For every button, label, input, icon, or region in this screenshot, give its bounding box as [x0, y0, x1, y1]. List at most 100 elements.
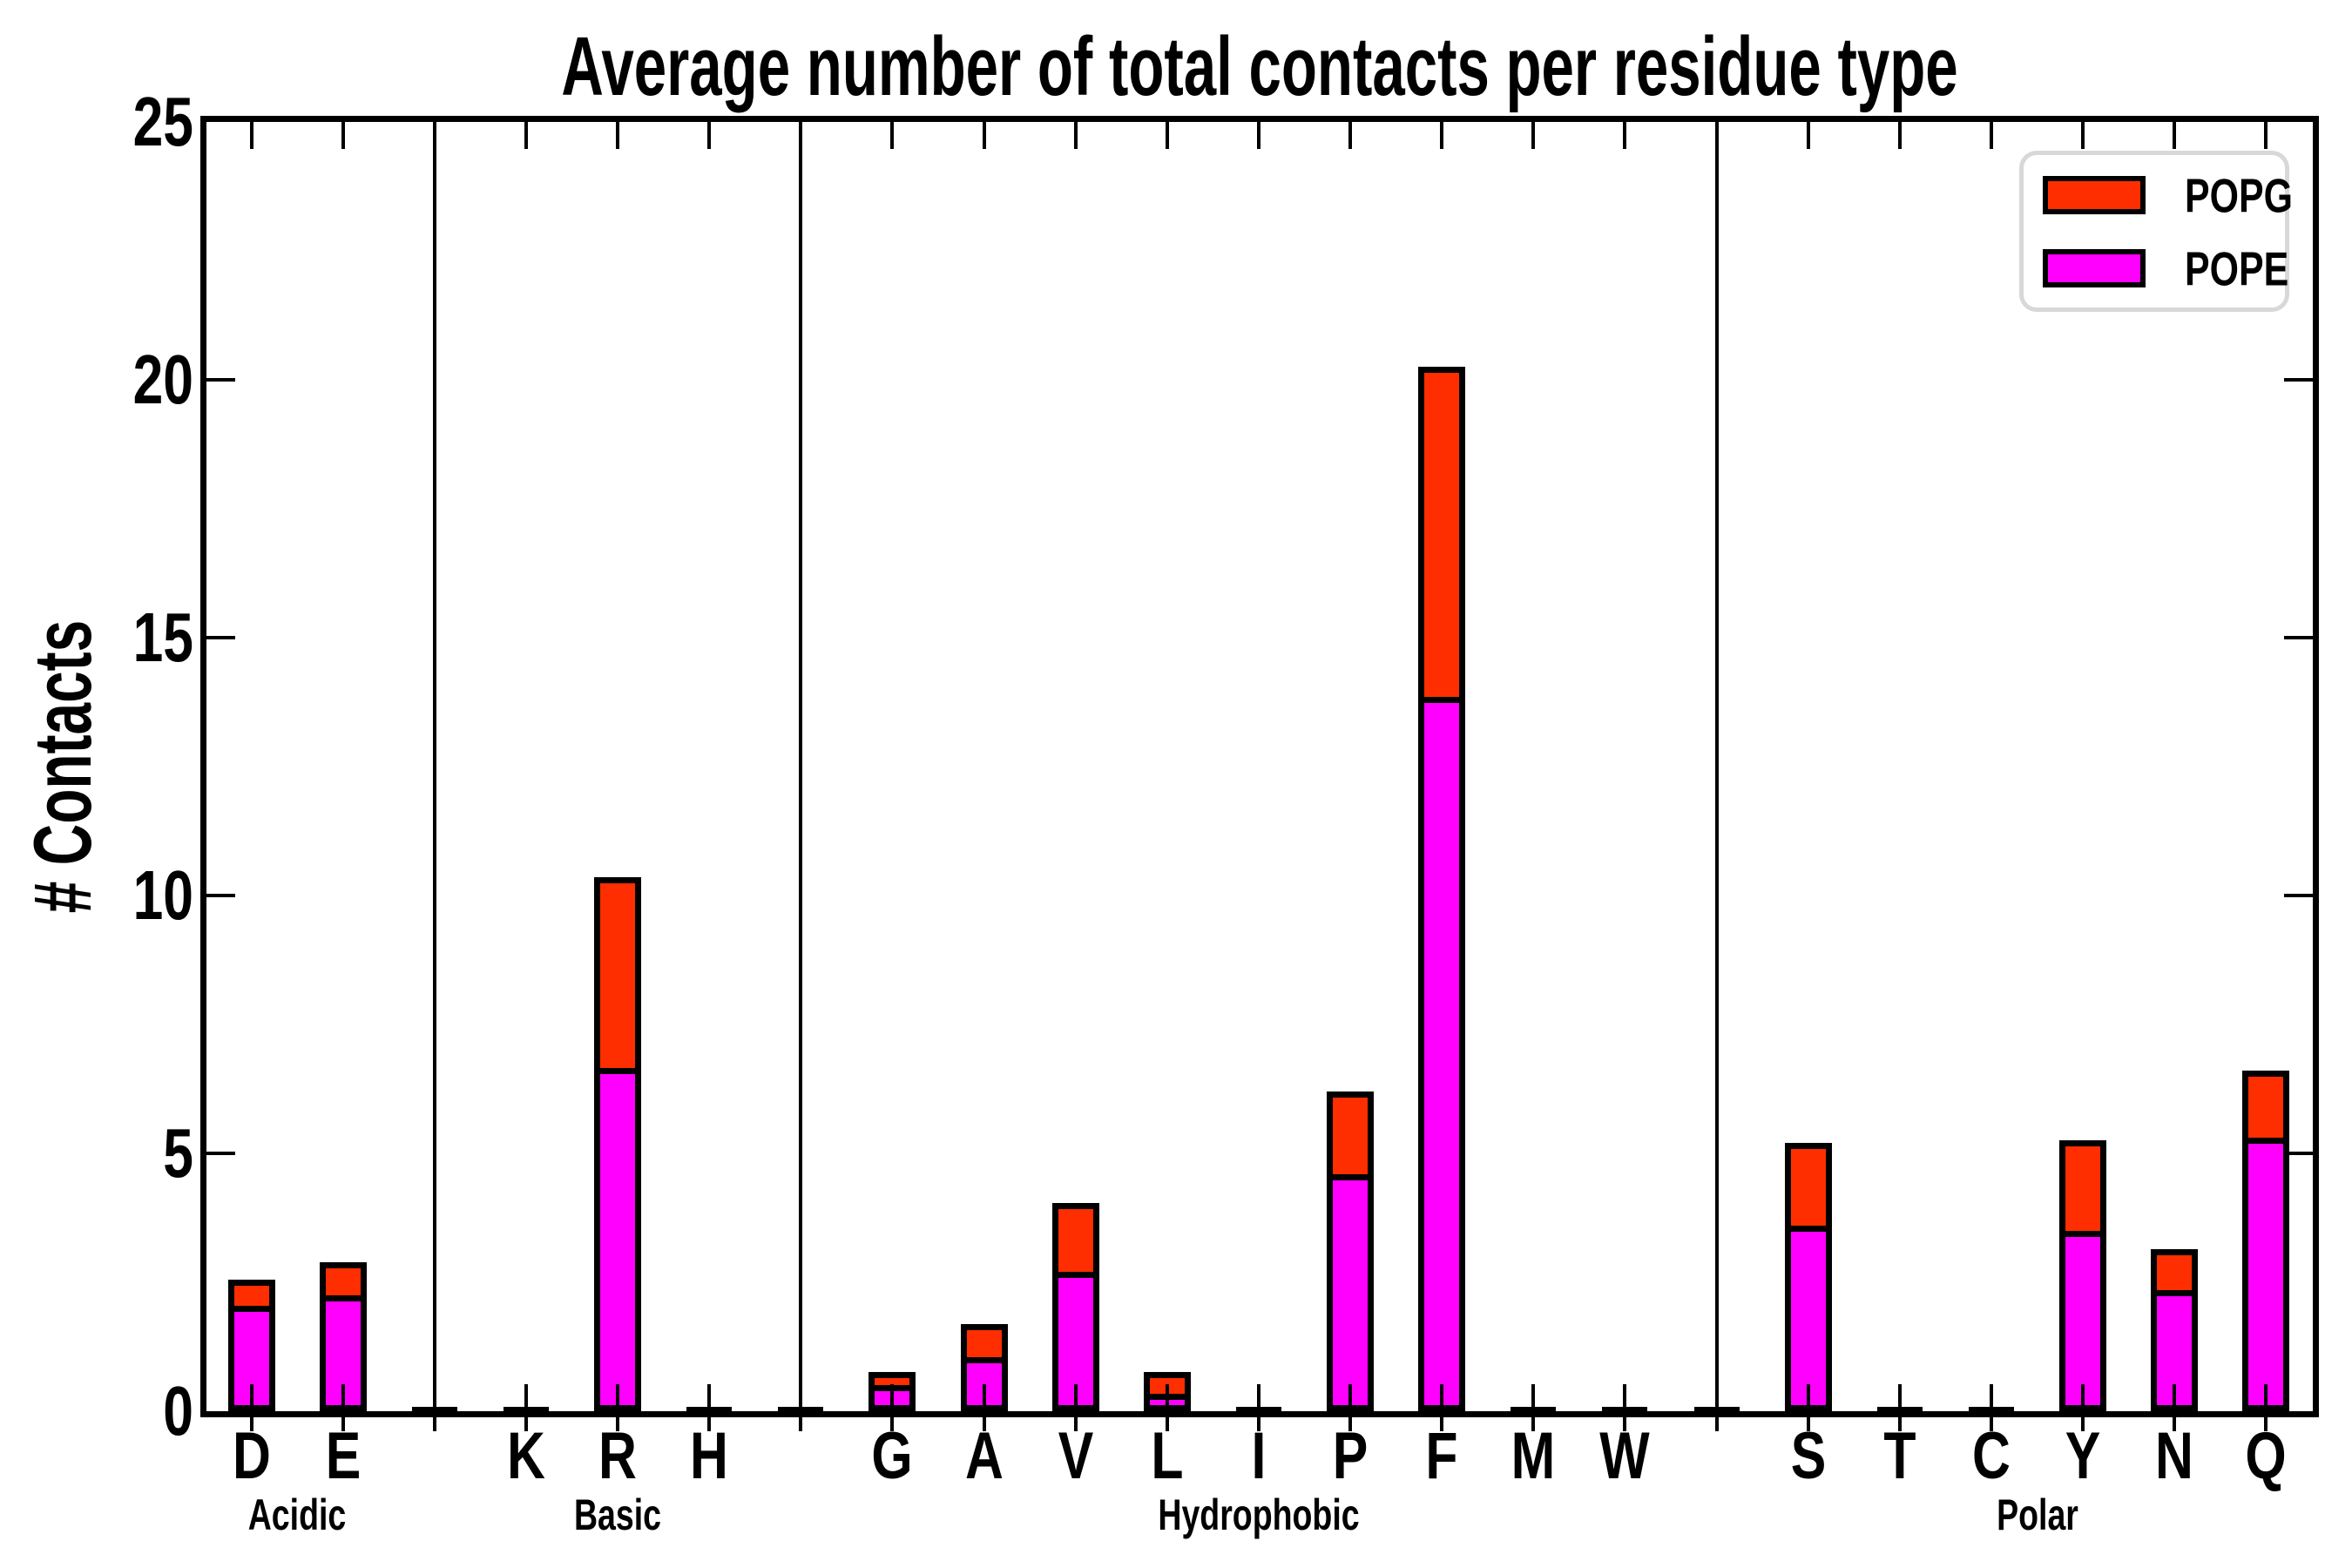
x-tick-outer-L — [1166, 1417, 1169, 1431]
legend-swatch-popg — [2043, 176, 2146, 214]
bar-segment-popg-S — [1785, 1143, 1832, 1232]
chart-title: Average number of total contacts per res… — [561, 20, 1958, 113]
bar-segment-popg-E — [320, 1262, 367, 1301]
x-tick-outer-S — [1807, 1417, 1810, 1431]
y-tick-right-20 — [2284, 378, 2313, 382]
x-tick-inner-bottom-S — [1807, 1384, 1810, 1411]
x-tick-label-M: M — [1511, 1419, 1556, 1493]
x-tick-outer-K — [524, 1417, 528, 1431]
bar-segment-popg-A — [961, 1324, 1008, 1363]
x-tick-label-N: N — [2155, 1419, 2193, 1493]
x-tick-inner-top-P — [1348, 122, 1352, 149]
x-tick-outer-G — [890, 1417, 894, 1431]
bar-segment-pope-Q — [2242, 1138, 2289, 1411]
x-tick-inner-bottom-K — [524, 1384, 528, 1411]
y-tick-right-5 — [2284, 1152, 2313, 1155]
x-tick-inner-top-E — [341, 122, 345, 149]
plot-area — [200, 116, 2319, 1417]
x-tick-outer-R — [616, 1417, 619, 1431]
x-tick-inner-bottom-D — [250, 1384, 253, 1411]
x-tick-label-P: P — [1332, 1419, 1369, 1493]
x-tick-inner-bottom-R — [616, 1384, 619, 1411]
x-tick-inner-top-V — [1074, 122, 1078, 149]
x-tick-label-C: C — [1972, 1419, 2011, 1493]
x-tick-label-I: I — [1251, 1419, 1267, 1493]
x-tick-inner-top-M — [1531, 122, 1535, 149]
x-tick-label-V: V — [1058, 1419, 1094, 1493]
x-tick-label-Q: Q — [2245, 1419, 2287, 1493]
y-tick-right-10 — [2284, 894, 2313, 897]
x-tick-outer-H — [707, 1417, 711, 1431]
x-tick-inner-top-Q — [2264, 122, 2268, 149]
x-tick-outer-T — [1898, 1417, 1902, 1431]
group-separator — [1715, 122, 1719, 1411]
x-tick-label-F: F — [1425, 1419, 1458, 1493]
group-separator — [433, 122, 436, 1411]
x-tick-inner-top-D — [250, 122, 253, 149]
x-tick-outer-A — [983, 1417, 986, 1431]
x-tick-outer — [1715, 1417, 1719, 1431]
x-tick-outer-Y — [2081, 1417, 2085, 1431]
x-tick-label-W: W — [1599, 1419, 1650, 1493]
bar-segment-popg-N — [2151, 1249, 2198, 1296]
y-tick-label-0: 0 — [163, 1372, 193, 1450]
y-tick-left-10 — [206, 894, 235, 897]
x-tick-inner-top-L — [1166, 122, 1169, 149]
x-tick-label-T: T — [1883, 1419, 1916, 1493]
x-tick-inner-bottom-M — [1531, 1384, 1535, 1411]
x-tick-inner-top-N — [2173, 122, 2176, 149]
x-tick-outer-W — [1623, 1417, 1626, 1431]
bar-segment-pope-P — [1327, 1174, 1374, 1411]
bar-segment-popg-V — [1052, 1203, 1099, 1278]
x-tick-outer — [799, 1417, 802, 1431]
x-tick-inner-bottom-P — [1348, 1384, 1352, 1411]
y-tick-left-5 — [206, 1152, 235, 1155]
group-label-acidic: Acidic — [247, 1490, 347, 1539]
legend-box: POPG POPE — [2019, 151, 2293, 312]
x-tick-outer-D — [250, 1417, 253, 1431]
bar-segment-popg-D — [228, 1280, 275, 1312]
bar-segment-pope-Y — [2059, 1231, 2106, 1411]
x-tick-inner-bottom-H — [707, 1384, 711, 1411]
group-label-hydrophobic: Hydrophobic — [1158, 1490, 1360, 1539]
x-tick-label-K: K — [507, 1419, 545, 1493]
x-tick-inner-bottom-Q — [2264, 1384, 2268, 1411]
y-tick-left-15 — [206, 636, 235, 639]
x-tick-label-R: R — [598, 1419, 637, 1493]
x-tick-inner-bottom-A — [983, 1384, 986, 1411]
x-tick-inner-bottom-N — [2173, 1384, 2176, 1411]
x-tick-outer-Q — [2264, 1417, 2268, 1431]
x-tick-label-A: A — [965, 1419, 1004, 1493]
x-tick-inner-top-A — [983, 122, 986, 149]
x-tick-label-S: S — [1790, 1419, 1827, 1493]
bar-segment-pope-S — [1785, 1226, 1832, 1411]
x-tick-inner-bottom-G — [890, 1384, 894, 1411]
x-tick-inner-bottom-C — [1990, 1384, 1993, 1411]
x-tick-label-Y: Y — [2065, 1419, 2101, 1493]
separator-stub — [412, 1407, 457, 1411]
x-tick-inner-bottom-T — [1898, 1384, 1902, 1411]
group-separator — [799, 122, 802, 1411]
bar-segment-popg-Y — [2059, 1140, 2106, 1237]
y-tick-label-5: 5 — [163, 1114, 193, 1192]
y-tick-label-15: 15 — [132, 598, 193, 676]
x-tick-inner-bottom-Y — [2081, 1384, 2085, 1411]
x-tick-label-E: E — [325, 1419, 362, 1493]
x-tick-outer-F — [1440, 1417, 1443, 1431]
x-tick-outer-N — [2173, 1417, 2176, 1431]
x-tick-outer — [433, 1417, 436, 1431]
legend-label-popg: POPG — [2185, 168, 2293, 223]
x-tick-inner-top-F — [1440, 122, 1443, 149]
x-tick-inner-bottom-L — [1166, 1384, 1169, 1411]
bar-segment-pope-R — [594, 1068, 641, 1411]
separator-stub — [1694, 1407, 1740, 1411]
x-tick-inner-top-K — [524, 122, 528, 149]
bar-segment-popg-P — [1327, 1092, 1374, 1180]
bar-segment-popg-R — [594, 877, 641, 1074]
x-tick-inner-bottom-V — [1074, 1384, 1078, 1411]
x-tick-inner-top-C — [1990, 122, 1993, 149]
x-tick-label-G: G — [871, 1419, 913, 1493]
x-tick-outer-C — [1990, 1417, 1993, 1431]
x-tick-inner-bottom-W — [1623, 1384, 1626, 1411]
x-tick-inner-top-I — [1257, 122, 1260, 149]
